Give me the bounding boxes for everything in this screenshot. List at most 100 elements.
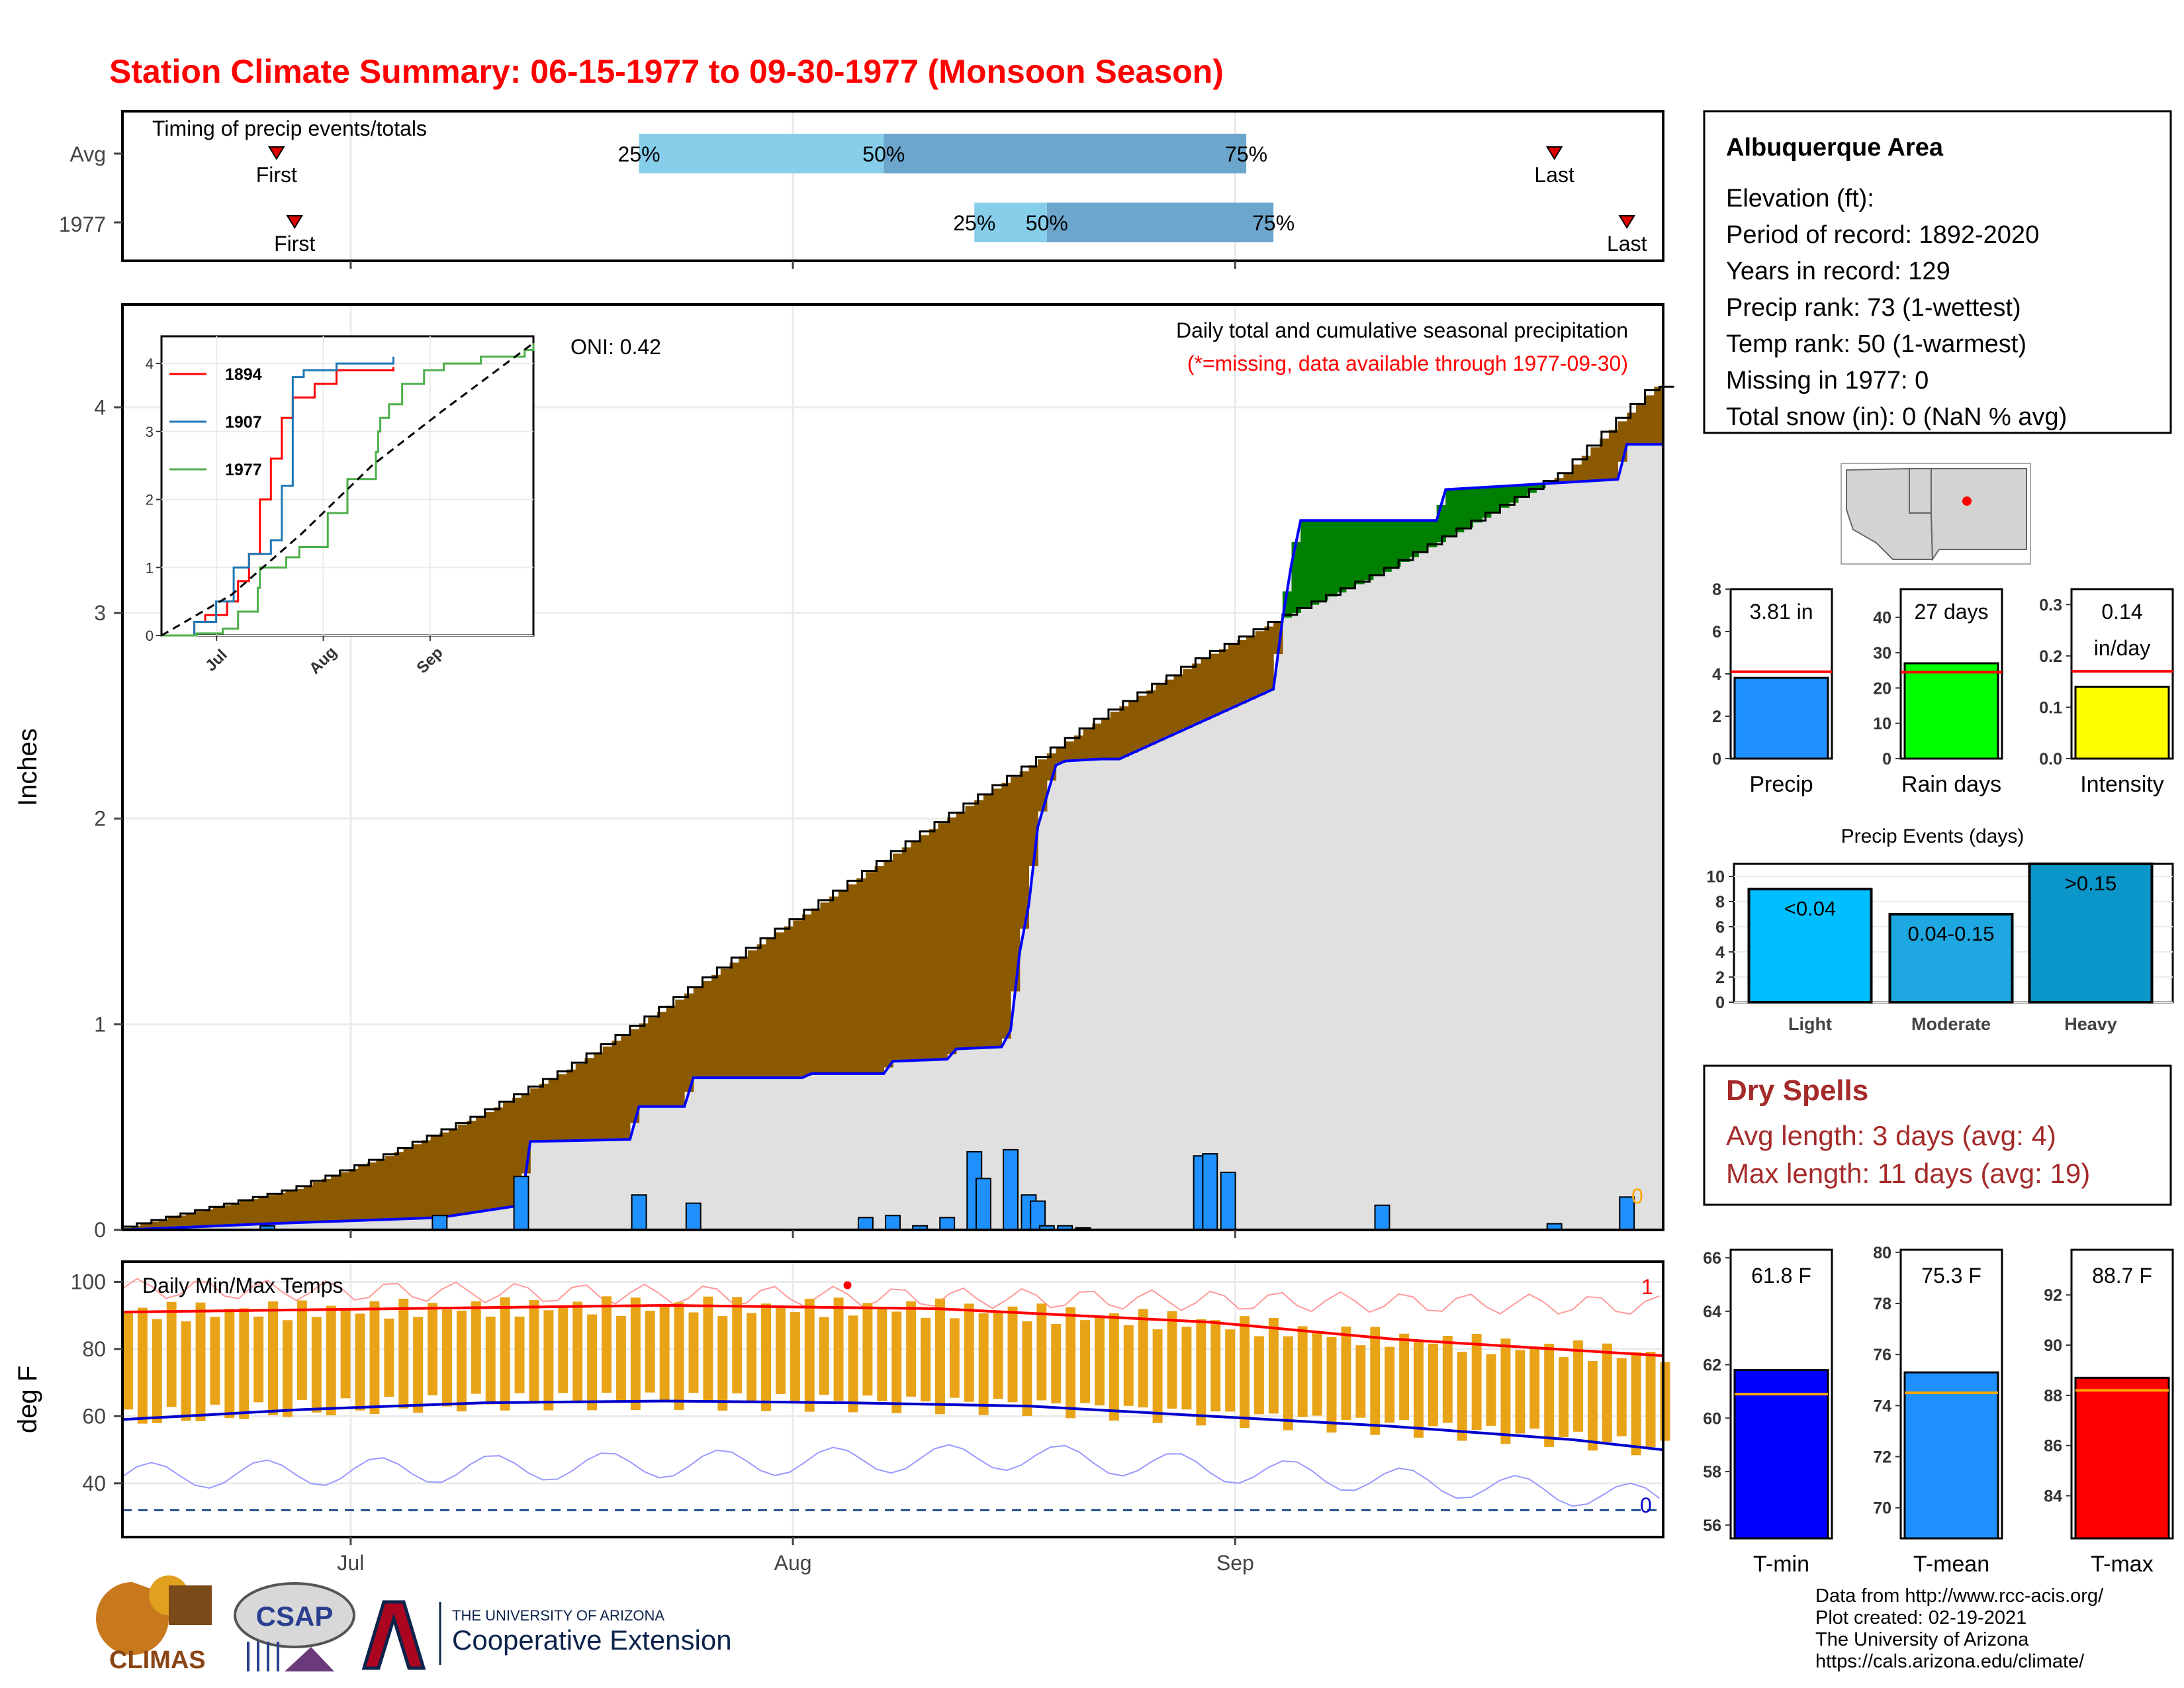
daily-temp-bar [137, 1307, 148, 1424]
summary-bar-charts: 3.81 in Precip 0 2 4 6 8 27 days Rain days 0 10 20 3… [1712, 581, 2174, 797]
ua-a-icon [361, 1600, 426, 1670]
summary-bar-Rain days [1903, 662, 1999, 760]
daily-temp-bar [688, 1312, 699, 1393]
precip-diff-segment [675, 1000, 685, 1107]
events-ytick-label: 6 [1715, 918, 1725, 937]
temp-bar-label-2: T-max [2091, 1552, 2153, 1577]
timing-p75-label-0: 75% [1225, 142, 1267, 166]
inset-ytick-label-3: 3 [146, 424, 154, 440]
inset-average-line [161, 342, 534, 637]
daily-temp-bar [239, 1308, 250, 1419]
precip-diff-segment [929, 829, 939, 1060]
precip-diff-segment [1445, 489, 1455, 538]
precip-diff-segment [312, 1182, 322, 1222]
precip-diff-segment [1608, 430, 1619, 480]
daily-temp-bar [558, 1307, 569, 1393]
timing-bar-lower-0 [639, 134, 884, 173]
precip-diff-segment [1300, 520, 1310, 609]
precip-diff-segment [1455, 489, 1465, 533]
timing-first-label-1: First [274, 232, 315, 256]
current-cumulative-line [122, 443, 1663, 1231]
precip-diff-segment [258, 1197, 268, 1224]
precip-diff-segment [1237, 640, 1247, 704]
csap-mountain [285, 1647, 334, 1671]
precip-diff-segment [956, 812, 966, 1049]
daily-temp-bar [978, 1313, 989, 1415]
temp-series [122, 1278, 1670, 1511]
daily-temp-bar [572, 1301, 583, 1403]
precip-diff-segment [1210, 653, 1220, 716]
station-info-lines: Elevation (ft): Period of record: 1892-20… [1726, 185, 2067, 431]
summary-value-label-0: 3.81 in [1749, 600, 1813, 624]
summary-ytick-label-0: 6 [1712, 623, 1721, 641]
credit-line: https://cals.arizona.edu/climate/ [1815, 1651, 2085, 1672]
daily-precip-bar [1003, 1149, 1019, 1231]
summary-bar-Precip [1733, 677, 1829, 760]
precip-diff-segment [295, 1188, 304, 1223]
precip-diff-segment [1463, 488, 1474, 528]
precip-diff-segment [711, 974, 721, 1078]
timing-panel: 25% 50% 75% First Last 25% 50% 75% First Last Tim… [59, 110, 1664, 262]
precip-diff-segment [1391, 520, 1401, 567]
precip-diff-segment [1536, 484, 1546, 489]
precip-diff-segment [1191, 663, 1202, 724]
daily-temp-bar [1196, 1319, 1206, 1426]
daily-temp-bar [296, 1300, 307, 1400]
credits-text: Data from http://www.rcc-acis.org/Plot c… [1815, 1585, 2104, 1672]
daily-temp-bar [195, 1302, 206, 1421]
temp-panel-frame [121, 1260, 1664, 1538]
precip-diff-segment [530, 1088, 540, 1142]
summary-ytick-label-1: 0 [1882, 750, 1891, 769]
ua-logo-top-text: THE UNIVERSITY OF ARIZONA [452, 1607, 664, 1624]
timing-bars: 25% 50% 75% First Last 25% 50% 75% First Last [114, 134, 1647, 256]
summary-ytick-label-1: 40 [1873, 609, 1891, 628]
record-max-line [122, 1278, 1660, 1315]
dry-spells-frame [1703, 1064, 2172, 1206]
daily-precip-bar [1202, 1153, 1218, 1231]
daily-temp-bar [1544, 1343, 1555, 1447]
normal-min-temp-line [122, 1399, 1664, 1452]
precip-diff-segment [584, 1058, 594, 1141]
daily-temp-bar [1283, 1336, 1293, 1430]
timing-bar-upper-0 [884, 134, 1247, 173]
precip-diff-segment [639, 1023, 649, 1107]
daily-temp-bar [1240, 1316, 1250, 1428]
daily-temp-bar [717, 1316, 728, 1411]
timing-last-label-1: Last [1607, 232, 1647, 256]
precip-diff-segment [1309, 520, 1320, 605]
precip-diff-segment [185, 1213, 196, 1227]
precip-diff-segment [829, 896, 839, 1074]
temp-ytick-label-1: 60 [82, 1404, 106, 1428]
daily-temp-bar [268, 1301, 279, 1415]
daily-temp-bar [1486, 1354, 1496, 1426]
daily-temp-bar [152, 1319, 162, 1423]
precip-diff-segment [1500, 486, 1510, 508]
summary-ytick-label-1: 20 [1873, 679, 1891, 698]
credit-line: The University of Arizona [1815, 1629, 2029, 1650]
dry-spells-box: Dry Spells Avg length: 3 days (avg: 4) M… [1703, 1064, 2172, 1206]
precip-diff-segment [747, 950, 758, 1078]
precip-diff-segment [421, 1140, 432, 1219]
precip-events-title: Precip Events (days) [1841, 825, 2025, 847]
daily-temp-bar [1152, 1329, 1163, 1423]
daily-temp-bar [398, 1298, 409, 1409]
precip-diff-segment [222, 1205, 232, 1226]
precip-diff-segment [602, 1046, 613, 1141]
precip-diff-segment [938, 823, 948, 1060]
daily-temp-bar [921, 1317, 931, 1402]
precip-diff-segment [1617, 421, 1627, 462]
precip-diff-segment [648, 1017, 658, 1107]
station-info-line: Precip rank: 73 (1-wettest) [1726, 294, 2021, 322]
daily-precip-bar [939, 1217, 956, 1231]
dry-spells-avg: Avg length: 3 days (avg: 4) [1726, 1120, 2056, 1151]
precip-diff-segment [1645, 395, 1655, 445]
record-min-line [122, 1444, 1661, 1507]
average-cumulative-line [121, 385, 1674, 1230]
precip-diff-segment [884, 859, 893, 1068]
figure-title: Station Climate Summary: 06-15-1977 to 0… [109, 53, 1224, 90]
precip-daily-bars [259, 1149, 1635, 1231]
summary-ytick-label-2: 0.3 [2039, 596, 2062, 614]
precip-y-axis: 0 1 2 3 4 [94, 395, 122, 1242]
dry-spells-max: Max length: 11 days (avg: 19) [1726, 1158, 2090, 1189]
